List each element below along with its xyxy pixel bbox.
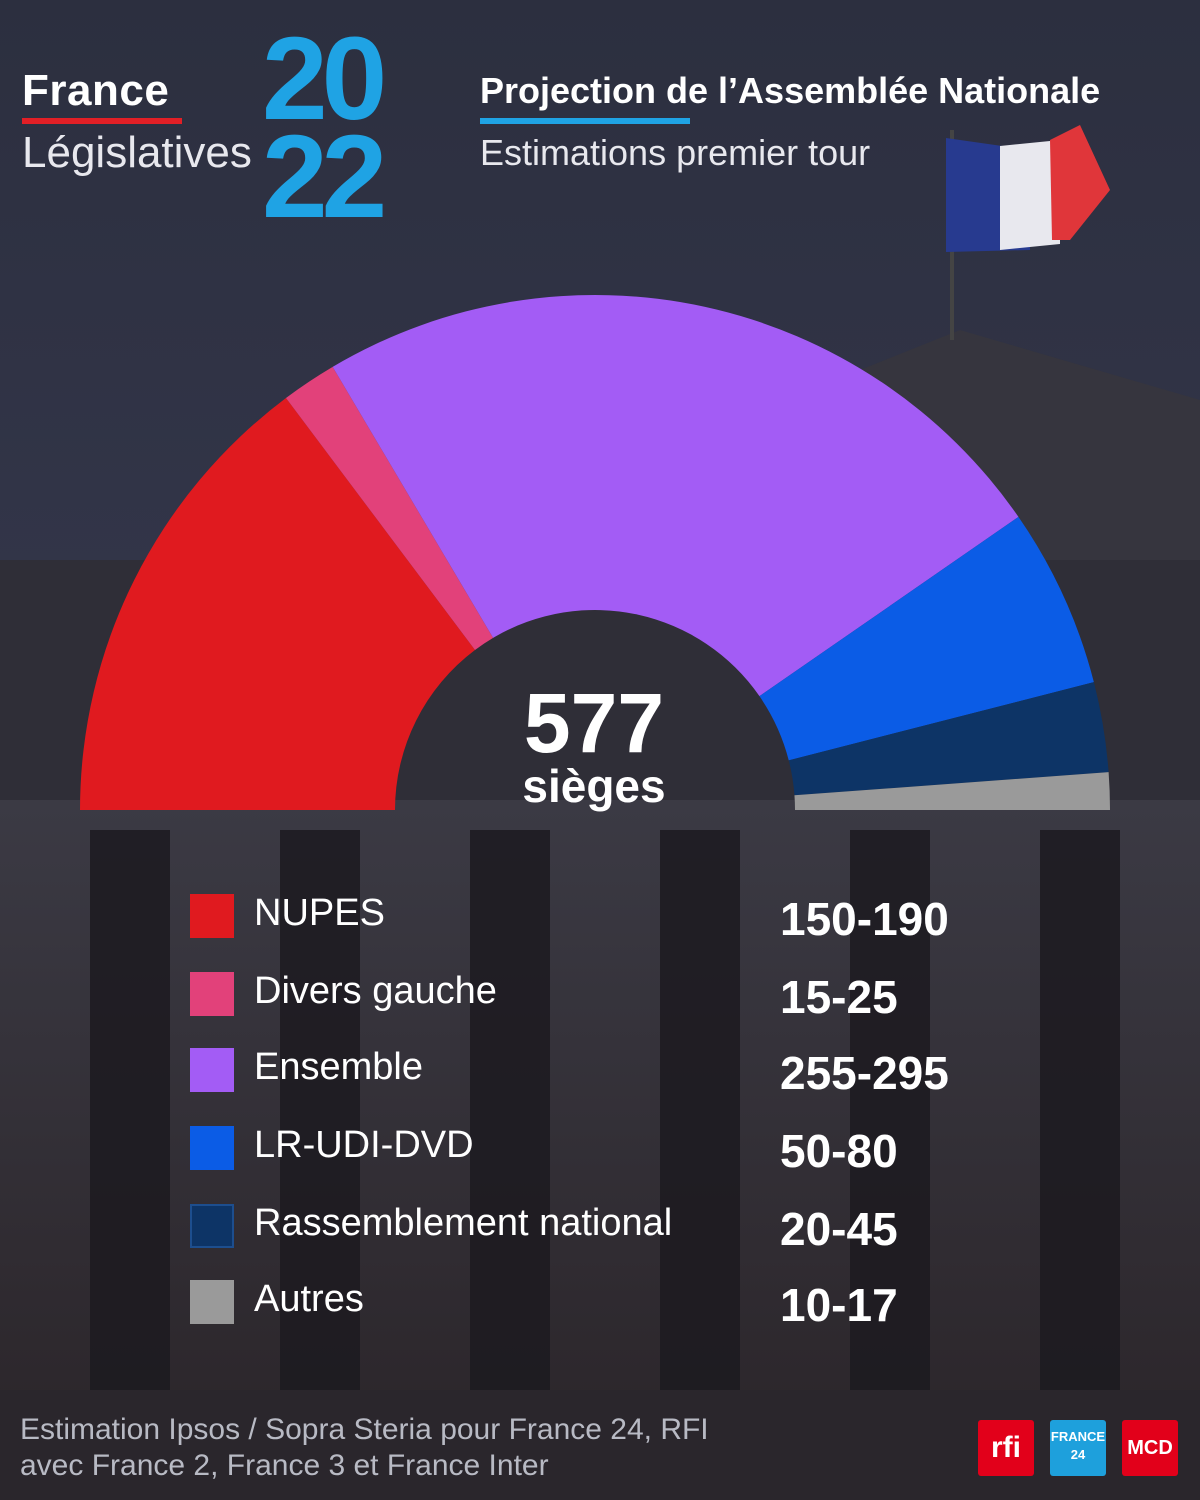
legend-label-lr-udi-dvd: LR-UDI-DVD (254, 1124, 474, 1166)
flag-white (1000, 140, 1060, 250)
center-value: 577 (524, 676, 664, 770)
legend-row-ensemble: Ensemble 255-295 (190, 1044, 1090, 1104)
legend-value-divers-gauche: 15-25 (780, 971, 898, 1023)
legend-label-autres: Autres (254, 1278, 364, 1320)
slice-nupes (80, 398, 475, 810)
year-bottom: 22 (262, 111, 387, 243)
slice-autres (794, 772, 1110, 810)
legend-value-lr-udi-dvd: 50-80 (780, 1125, 898, 1177)
source-note: Estimation Ipsos / Sopra Steria pour Fra… (20, 1412, 709, 1484)
brand-underline (22, 118, 182, 124)
year-top: 20 (262, 13, 387, 145)
rfi-logo: rfi (978, 1420, 1034, 1476)
legend-swatch-divers-gauche (190, 972, 234, 1016)
chart-subtitle: Estimations premier tour (480, 132, 871, 173)
legend-label-nupes: NUPES (254, 892, 385, 934)
mcd-logo: MCD (1122, 1420, 1178, 1476)
legend-row-nupes: NUPES 150-190 (190, 890, 1090, 950)
legend-value-ensemble: 255-295 (780, 1047, 949, 1099)
brand-event: Législatives (22, 128, 252, 177)
slice-divers-gauche (285, 366, 494, 651)
legend-label-divers-gauche: Divers gauche (254, 970, 497, 1012)
slice-lr-udi-dvd (759, 516, 1094, 761)
legend-label-rassemblement-national: Rassemblement national (254, 1202, 673, 1244)
slice-ensemble (332, 295, 1019, 697)
title-underline (480, 118, 690, 124)
slice-rassemblement-national (788, 682, 1109, 796)
legend-row-rassemblement-national: Rassemblement national 20-45 (190, 1200, 1090, 1260)
legend-value-autres: 10-17 (780, 1279, 898, 1331)
legend-swatch-nupes (190, 894, 234, 938)
legend-row-divers-gauche: Divers gauche 15-25 (190, 968, 1090, 1028)
header: France Législatives 20 22 Projection de … (0, 0, 1200, 260)
legend-label-ensemble: Ensemble (254, 1046, 423, 1088)
source-line-2: avec France 2, France 3 et France Inter (20, 1449, 549, 1482)
brand-country: France (22, 66, 170, 115)
legend-swatch-lr-udi-dvd (190, 1126, 234, 1170)
center-label: sièges (522, 760, 665, 812)
flag-red (1050, 125, 1110, 240)
legend-row-autres: Autres 10-17 (190, 1276, 1090, 1336)
legend-value-rassemblement-national: 20-45 (780, 1203, 898, 1255)
legend-swatch-rassemblement-national (190, 1204, 234, 1248)
legend-swatch-autres (190, 1280, 234, 1324)
chart-title: Projection de l’Assemblée Nationale (480, 70, 1101, 111)
legend-value-nupes: 150-190 (780, 893, 949, 945)
legend-swatch-ensemble (190, 1048, 234, 1092)
legend-row-lr-udi-dvd: LR-UDI-DVD 50-80 (190, 1122, 1090, 1182)
source-line-1: Estimation Ipsos / Sopra Steria pour Fra… (20, 1413, 709, 1446)
france24-logo: FRANCE 24 (1050, 1420, 1106, 1476)
